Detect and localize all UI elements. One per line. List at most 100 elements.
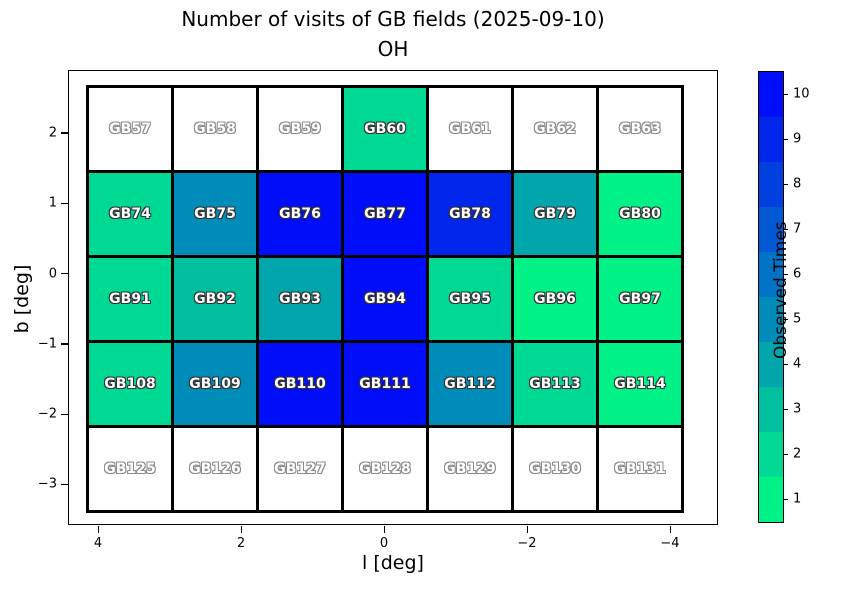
colorbar-label: Observed Times [771, 221, 791, 359]
field-cell-GB61: GB61 [429, 88, 511, 170]
field-cell-GB62: GB62 [514, 88, 596, 170]
y-tick-label: 1 [48, 195, 57, 211]
field-label: GB62 [534, 121, 576, 137]
field-cell-GB130: GB130 [514, 428, 596, 510]
y-tick-label: 2 [48, 125, 57, 141]
field-cell-GB75: GB75 [174, 173, 256, 255]
colorbar-tick-mark [783, 93, 788, 95]
colorbar-tick-mark [783, 138, 788, 140]
colorbar-segment-4 [759, 342, 783, 387]
y-tick-mark [61, 413, 68, 415]
colorbar-tick-mark [783, 183, 788, 185]
colorbar-tick-label: 2 [793, 446, 802, 461]
colorbar-segment-8 [759, 162, 783, 207]
colorbar-tick-mark [783, 498, 788, 500]
y-tick-label: −1 [37, 336, 57, 352]
field-cell-GB109: GB109 [174, 343, 256, 425]
field-label: GB125 [104, 461, 156, 477]
colorbar-segment-10 [759, 72, 783, 117]
field-label: GB111 [359, 376, 411, 392]
x-tick-label: −2 [517, 536, 537, 551]
field-cell-GB77: GB77 [344, 173, 426, 255]
x-tick-mark [670, 526, 672, 533]
colorbar-segment-7 [759, 207, 783, 252]
y-tick-mark [61, 343, 68, 345]
plot-area: GB57 GB58 GB59 GB60 GB61 GB62 GB63 GB74 GB75 GB76… [38, 70, 718, 551]
field-label: GB76 [279, 206, 321, 222]
colorbar-segment-6 [759, 252, 783, 297]
field-label: GB126 [189, 461, 241, 477]
field-cell-GB80: GB80 [599, 173, 681, 255]
x-tick-label: 4 [93, 536, 103, 551]
field-cell-GB113: GB113 [514, 343, 596, 425]
field-cell-GB78: GB78 [429, 173, 511, 255]
field-label: GB114 [614, 376, 666, 392]
field-label: GB75 [194, 206, 236, 222]
field-cell-GB76: GB76 [259, 173, 341, 255]
field-cell-GB91: GB91 [89, 258, 171, 340]
field-cell-GB127: GB127 [259, 428, 341, 510]
field-cell-GB57: GB57 [89, 88, 171, 170]
field-cell-GB79: GB79 [514, 173, 596, 255]
colorbar-segment-3 [759, 387, 783, 432]
field-cell-GB128: GB128 [344, 428, 426, 510]
colorbar-tick-mark [783, 273, 788, 275]
colorbar-tick-mark [783, 408, 788, 410]
field-cell-GB97: GB97 [599, 258, 681, 340]
colorbar-segment-5 [759, 297, 783, 342]
y-tick-label: −2 [37, 406, 57, 422]
field-cell-GB125: GB125 [89, 428, 171, 510]
field-grid: GB57 GB58 GB59 GB60 GB61 GB62 GB63 GB74 GB75 GB76… [86, 85, 684, 513]
y-tick-label: −3 [37, 476, 57, 492]
chart-title: Number of visits of GB fields (2025-09-1… [181, 7, 605, 31]
colorbar-tick-label: 9 [793, 131, 802, 146]
field-label: GB78 [449, 206, 491, 222]
field-cell-GB93: GB93 [259, 258, 341, 340]
y-tick-mark [61, 483, 68, 486]
field-cell-GB74: GB74 [89, 173, 171, 255]
field-cell-GB58: GB58 [174, 88, 256, 170]
field-label: GB96 [534, 291, 576, 307]
field-label: GB109 [189, 376, 241, 392]
colorbar-tick-mark [783, 318, 788, 320]
field-label: GB61 [449, 121, 491, 137]
colorbar-tick-label: 4 [793, 356, 802, 371]
field-cell-GB94: GB94 [344, 258, 426, 340]
field-cell-GB108: GB108 [89, 343, 171, 425]
x-tick-label: 0 [379, 536, 389, 551]
field-label: GB94 [364, 291, 406, 307]
y-axis-label: b [deg] [11, 264, 33, 334]
colorbar-tick-label: 10 [793, 86, 810, 101]
x-tick-label: −4 [660, 536, 680, 551]
y-tick-mark [61, 132, 68, 134]
field-label: GB58 [194, 121, 236, 137]
field-cell-GB126: GB126 [174, 428, 256, 510]
field-label: GB128 [359, 461, 411, 477]
field-cell-GB96: GB96 [514, 258, 596, 340]
field-label: GB130 [529, 461, 581, 477]
field-label: GB63 [619, 121, 661, 137]
x-tick-mark [527, 526, 529, 533]
x-tick-label: 2 [236, 536, 246, 551]
colorbar-segment-9 [759, 117, 783, 162]
field-label: GB113 [529, 376, 581, 392]
colorbar-tick-label: 7 [793, 221, 802, 236]
colorbar-tick-label: 1 [793, 491, 802, 506]
colorbar [758, 71, 784, 523]
field-label: GB110 [274, 376, 326, 392]
colorbar-tick-mark [783, 363, 788, 365]
colorbar-tick-label: 3 [793, 401, 802, 416]
colorbar-tick-mark [783, 453, 788, 455]
field-cell-GB129: GB129 [429, 428, 511, 510]
field-label: GB127 [274, 461, 326, 477]
field-cell-GB95: GB95 [429, 258, 511, 340]
field-label: GB97 [619, 291, 661, 307]
field-label: GB60 [364, 121, 406, 137]
x-axis-label: l [deg] [362, 552, 424, 574]
y-tick-mark [61, 202, 68, 204]
colorbar-tick-label: 6 [793, 266, 802, 281]
field-cell-GB112: GB112 [429, 343, 511, 425]
field-label: GB59 [279, 121, 321, 137]
x-tick-mark [98, 526, 100, 533]
